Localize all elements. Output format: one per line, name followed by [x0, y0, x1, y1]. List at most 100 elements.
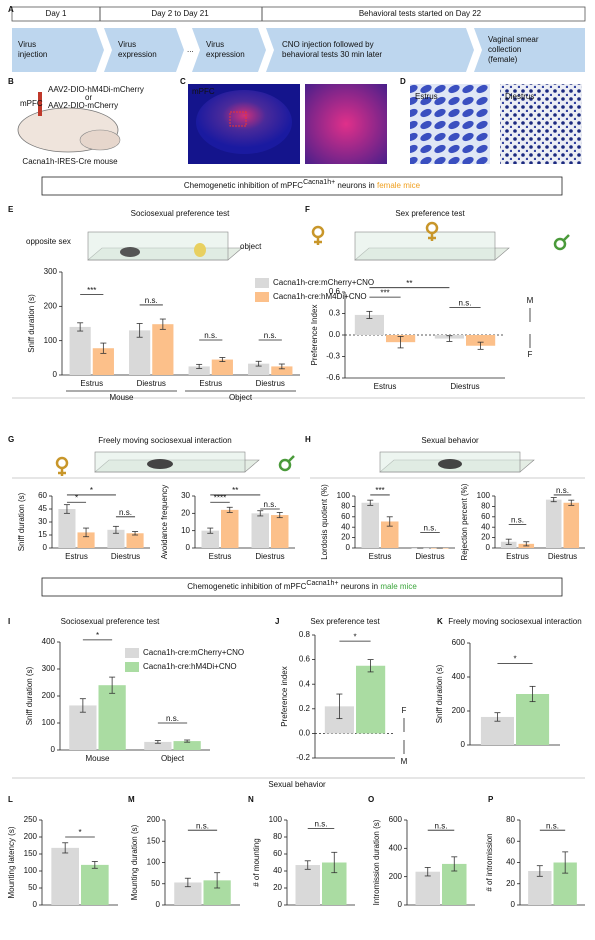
bar: [107, 529, 125, 548]
y-tick-label: 300: [44, 267, 58, 276]
object-icon: [194, 243, 206, 257]
female-symbol: [425, 221, 439, 235]
y-tick-label: 15: [38, 530, 47, 539]
y-tick-label: 0: [33, 900, 38, 909]
virus-label: AAV2-DIO-hM4Di-mCherry: [48, 85, 144, 94]
bar: [251, 513, 269, 548]
error-bar: [79, 698, 86, 713]
step-label: Virus: [206, 40, 224, 49]
y-tick-label: 50: [151, 879, 160, 888]
y-tick-label: 100: [337, 491, 351, 500]
banner-part: Chemogenetic inhibition of mPFC: [187, 582, 306, 591]
significance-label: n.s.: [435, 821, 448, 830]
step-label: Virus: [118, 40, 136, 49]
bar: [152, 324, 174, 375]
panel-letter: N: [248, 795, 254, 804]
y-tick-label: 0: [186, 543, 191, 552]
apparatus: [354, 231, 496, 261]
significance-label: *: [353, 632, 356, 641]
x-tick-label: Object: [161, 754, 185, 763]
banner-text: Chemogenetic inhibition of mPFCCacna1h+ …: [187, 580, 417, 591]
banner-sex: male mice: [380, 582, 417, 591]
error-bar: [77, 322, 84, 332]
bar: [173, 741, 201, 750]
panel-letter: O: [368, 795, 374, 804]
panel-letter: E: [8, 205, 14, 214]
error-bar: [397, 336, 404, 349]
y-tick-label: 100: [42, 718, 56, 727]
bar: [126, 533, 144, 548]
y-tick-label: 0: [511, 900, 516, 909]
error-bar: [159, 318, 166, 330]
bar: [144, 741, 172, 750]
y-tick-label: 0.4: [299, 679, 311, 688]
bar: [528, 871, 552, 905]
mouse-label: Cacna1h-IRES-Cre mouse: [22, 157, 118, 166]
y-tick-label: 20: [506, 879, 515, 888]
zoom-box: [229, 111, 247, 127]
bar: [563, 502, 580, 548]
panel-letter: M: [128, 795, 135, 804]
panel-letter: P: [488, 795, 494, 804]
chart-title: Sex preference test: [310, 617, 380, 626]
error-bar: [207, 527, 214, 534]
bar: [69, 705, 97, 750]
error-bar: [214, 872, 221, 889]
significance-label: ****: [214, 493, 226, 502]
panel-letter: C: [180, 77, 186, 86]
male-symbol: [553, 237, 567, 251]
female-symbol: [311, 225, 325, 239]
significance-label: **: [406, 279, 412, 288]
bar: [81, 864, 109, 905]
significance-label: *: [75, 493, 78, 502]
mouse-icon: [438, 459, 462, 469]
error-bar: [196, 363, 203, 369]
panel-letter: A: [8, 5, 14, 14]
significance-label: **: [232, 486, 238, 495]
bar: [92, 348, 114, 375]
significance-label: *: [78, 828, 81, 837]
y-tick-label: 0.6: [299, 655, 311, 664]
banner-part: neurons in: [339, 582, 381, 591]
error-bar: [529, 685, 536, 703]
legend-label: Cacna1h-cre:hM4Di+CNO: [273, 292, 367, 301]
error-bar: [562, 851, 569, 874]
y-axis-label: Lordosis quotient (%): [320, 484, 329, 560]
direction-label: F: [402, 706, 407, 715]
step-label: collection: [488, 45, 521, 54]
bar: [356, 665, 386, 734]
y-tick-label: 20: [273, 883, 282, 892]
y-axis-label: Mounting duration (s): [130, 824, 139, 900]
banner-text: Chemogenetic inhibition of mPFCCacna1h+ …: [184, 179, 421, 190]
legend-swatch: [255, 278, 269, 288]
error-bar: [100, 342, 107, 354]
significance-label: n.s.: [166, 714, 179, 723]
y-tick-label: 60: [506, 836, 515, 845]
y-tick-label: 200: [452, 706, 466, 715]
y-tick-label: 200: [389, 872, 403, 881]
smear-label: Diestrus: [505, 92, 534, 101]
histology-slice: [196, 90, 292, 154]
y-axis-label: Preference Index: [310, 305, 319, 366]
error-bar: [63, 504, 70, 514]
chart-title: Sociosexual preference test: [131, 209, 231, 218]
y-axis-label: Sniff duration (s): [25, 666, 34, 725]
bar: [553, 862, 577, 905]
y-tick-label: 40: [273, 866, 282, 875]
y-axis-label: Intromission duration (s): [372, 819, 381, 905]
legend-swatch: [255, 292, 269, 302]
legend-swatch: [125, 648, 139, 658]
error-bar: [336, 693, 343, 720]
error-bar: [505, 538, 512, 545]
male-symbol: [278, 458, 292, 472]
male-symbol: [562, 234, 570, 242]
y-tick-label: 0.0: [299, 729, 311, 738]
y-axis-label: Sniff duration (s): [27, 294, 36, 353]
significance-label: ***: [380, 288, 389, 297]
bar: [516, 694, 550, 745]
virus-label: AAV2-DIO-mCherry: [48, 101, 118, 110]
significance-label: n.s.: [204, 331, 217, 340]
y-tick-label: 0: [53, 370, 58, 379]
error-bar: [477, 341, 484, 350]
y-tick-label: 20: [481, 533, 490, 542]
